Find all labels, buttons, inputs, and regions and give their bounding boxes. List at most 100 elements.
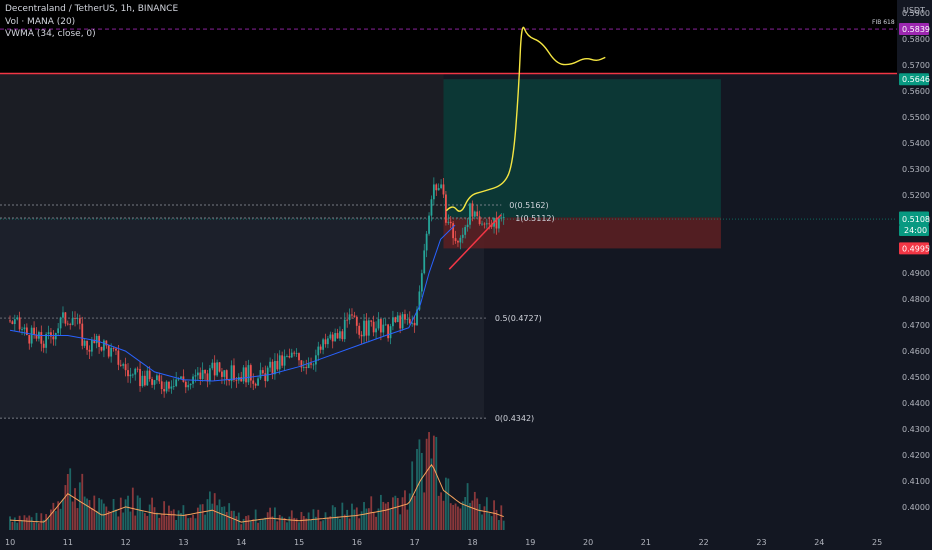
volume-bar	[30, 517, 33, 530]
volume-bar	[437, 495, 440, 530]
candle-body	[131, 374, 134, 376]
volume-bar	[146, 515, 149, 530]
projection-path[interactable]	[445, 26, 606, 212]
volume-bar	[119, 497, 122, 530]
candle-body	[35, 334, 38, 339]
candle-body	[88, 349, 91, 352]
volume-bar	[141, 510, 144, 530]
fib-level-label: 1(0.5112)	[515, 214, 554, 223]
long-target-zone[interactable]	[443, 79, 721, 218]
candle-body	[274, 360, 276, 375]
price-tick-label: 0.4700	[902, 321, 930, 330]
price-tick-label: 0.5700	[902, 61, 930, 70]
range-shade	[0, 73, 444, 218]
volume-bar	[76, 508, 79, 530]
volume-bar	[112, 498, 115, 530]
volume-bar	[42, 519, 45, 530]
price-tick-label: 0.5600	[902, 87, 930, 96]
volume-bar	[495, 509, 498, 530]
candle-body	[196, 372, 199, 376]
candle-body	[81, 323, 84, 346]
volume-bar	[105, 506, 108, 530]
vwma-indicator-label[interactable]: VWMA (34, close, 0)	[5, 29, 96, 39]
candle-body	[478, 216, 481, 225]
volume-bar	[445, 477, 447, 530]
volume-bar	[223, 506, 226, 530]
candle-body	[406, 319, 409, 320]
time-tick-label: 20	[583, 538, 593, 547]
price-tick-label: 0.4000	[902, 503, 930, 512]
candle-body	[348, 314, 351, 321]
time-tick-label: 10	[5, 538, 15, 547]
candle-body	[457, 241, 459, 243]
candle-body	[420, 273, 423, 292]
volume-bar	[206, 499, 209, 530]
candle-body	[170, 386, 173, 389]
candle-body	[95, 335, 98, 344]
candle-body	[74, 318, 76, 319]
candle-body	[476, 211, 479, 217]
volume-bar	[502, 520, 505, 530]
price-tag[interactable]	[899, 23, 929, 36]
price-tag[interactable]	[899, 242, 929, 255]
volume-bar	[293, 517, 296, 530]
candle-body	[365, 320, 368, 336]
time-axis-panel[interactable]	[0, 531, 897, 550]
candle-body	[103, 340, 105, 351]
volume-bar	[459, 508, 462, 530]
candle-body	[360, 334, 363, 337]
price-tick-label: 0.5500	[902, 113, 930, 122]
volume-bar	[187, 518, 190, 530]
volume-bar	[25, 517, 28, 530]
candle-body	[71, 318, 74, 325]
price-tick-label: 0.5900	[902, 9, 930, 18]
volume-ma-line	[9, 463, 504, 523]
volume-bar	[478, 503, 481, 530]
volume-bar	[165, 515, 168, 530]
volume-bar	[69, 468, 72, 530]
candle-body	[57, 328, 60, 334]
candle-body	[466, 224, 469, 228]
price-tick-label: 0.5400	[902, 139, 930, 148]
volume-bar	[221, 506, 223, 530]
candle-body	[300, 360, 303, 368]
price-axis-panel[interactable]	[897, 0, 932, 550]
price-tick-label: 0.5200	[902, 191, 930, 200]
volume-bar	[88, 500, 91, 530]
price-tag[interactable]	[899, 213, 929, 226]
candle-body	[165, 381, 168, 392]
volume-indicator-label[interactable]: Vol · MANA (20)	[5, 17, 76, 27]
candle-body	[471, 203, 474, 217]
candle-body	[156, 375, 158, 381]
volume-bar	[457, 506, 459, 530]
vwma-line[interactable]	[9, 224, 456, 382]
candle-body	[62, 312, 64, 318]
volume-bar	[218, 499, 221, 530]
volume-bar	[394, 495, 397, 530]
candle-body	[158, 375, 161, 382]
candle-body	[370, 320, 373, 322]
volume-bar	[225, 511, 228, 530]
volume-bar	[64, 485, 67, 530]
volume-bar	[33, 522, 35, 530]
volume-bar	[310, 519, 312, 530]
volume-bar	[57, 501, 60, 530]
volume-bar	[134, 515, 137, 530]
candle-body	[408, 319, 411, 324]
volume-bar	[50, 509, 52, 530]
volume-bar	[471, 500, 474, 530]
long-stop-zone[interactable]	[443, 217, 721, 249]
volume-bar	[115, 509, 117, 530]
volume-bar	[95, 510, 98, 530]
ascending-trendline[interactable]	[448, 214, 502, 270]
candle-body	[168, 381, 170, 389]
candle-body	[148, 370, 151, 380]
volume-bar	[418, 439, 421, 530]
candle-body	[153, 380, 156, 385]
candle-body	[257, 378, 259, 386]
price-tag[interactable]	[899, 73, 929, 86]
volume-bar	[172, 509, 175, 530]
volume-bar	[74, 488, 76, 530]
candle-body	[252, 380, 255, 384]
